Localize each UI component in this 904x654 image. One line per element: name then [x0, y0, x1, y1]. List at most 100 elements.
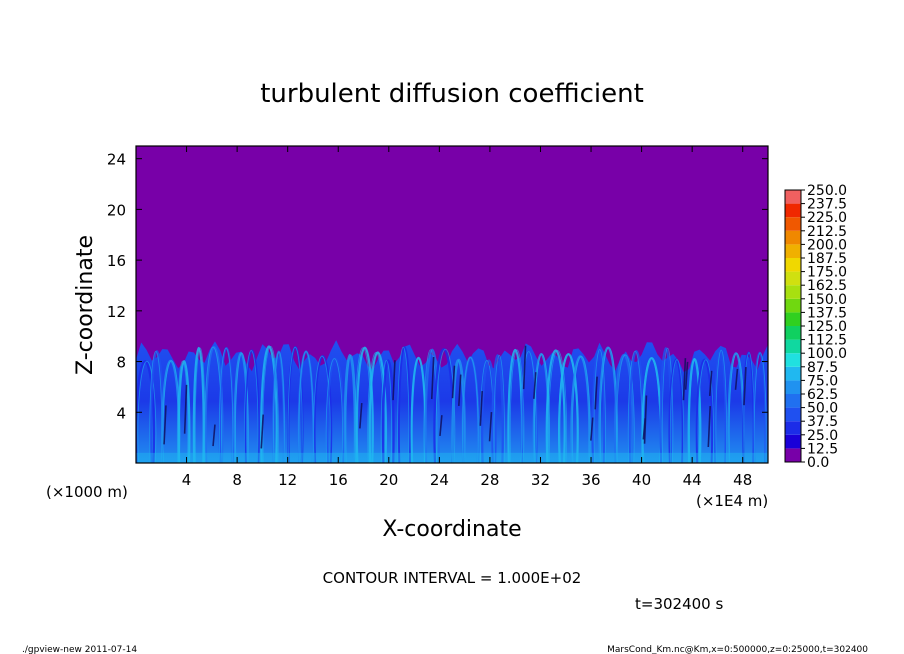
plume-highlight	[380, 359, 393, 463]
x-unit-label: (×1E4 m)	[696, 492, 768, 510]
plume-streak	[355, 346, 374, 463]
low-value-streak	[707, 406, 711, 448]
plume-streak	[192, 346, 205, 463]
y-axis: 4 8 12 16 20 24	[107, 151, 768, 422]
colorbar-label: 0.0	[807, 455, 829, 471]
plume-highlight	[423, 349, 438, 463]
low-value-streak	[642, 418, 647, 440]
plume-streak	[368, 351, 388, 463]
y-tick-label: 4	[116, 404, 126, 422]
x-tick-label: 16	[329, 471, 348, 489]
chart-title: turbulent diffusion coefficient	[260, 79, 644, 109]
plume-highlight	[298, 351, 314, 463]
plume-streak	[343, 353, 356, 463]
low-value-streak	[183, 384, 188, 434]
surface-band	[136, 452, 768, 463]
plume-highlight	[627, 350, 643, 463]
x-tick-label: 44	[683, 471, 702, 489]
colorbar-label: 87.5	[807, 360, 838, 376]
plume-highlight	[689, 358, 702, 463]
plume-streak	[713, 349, 727, 463]
colorbar-swatch	[785, 380, 801, 394]
plume-streak	[695, 358, 714, 463]
plume-highlight	[509, 349, 525, 463]
low-value-streak	[458, 374, 462, 406]
colorbar-label: 37.5	[807, 414, 838, 430]
colorbar-label: 75.0	[807, 373, 838, 389]
colorbar-label: 200.0	[807, 237, 847, 253]
plume-highlight	[616, 354, 635, 463]
plume-highlight	[397, 346, 410, 463]
y-axis-label: Z-coordinate	[73, 235, 98, 375]
colorbar-label: 187.5	[807, 251, 847, 267]
x-axis: 4 8 12 16 20 24 28 32 36 40 44 48	[182, 146, 752, 489]
x-tick-label: 24	[430, 471, 449, 489]
plume-highlight	[661, 347, 674, 463]
low-value-streak	[212, 424, 216, 447]
plume-streak	[687, 357, 702, 463]
plume-highlight	[313, 355, 331, 463]
plume-highlight	[235, 352, 249, 463]
plume-highlight	[558, 353, 578, 463]
time-text: t=302400 s	[635, 595, 723, 613]
colorbar-label: 162.5	[807, 278, 847, 294]
low-value-streak	[488, 412, 493, 442]
plume-highlight	[137, 360, 157, 463]
plume-highlight	[149, 350, 163, 463]
colorbar-swatch	[785, 326, 801, 340]
plume-streak	[491, 354, 504, 463]
plume-highlight	[593, 349, 606, 463]
plume-streak	[204, 345, 224, 463]
colorbar-swatch	[785, 217, 801, 231]
plume-streak	[381, 359, 395, 463]
colorbar-label: 150.0	[807, 292, 847, 308]
low-value-streak	[743, 367, 747, 406]
colorbar-label: 12.5	[807, 441, 838, 457]
plume-streak	[326, 357, 345, 463]
contour-interval-text: CONTOUR INTERVAL = 1.000E+02	[323, 569, 582, 587]
colorbar-swatch	[785, 448, 801, 462]
colorbar-swatch	[785, 353, 801, 367]
colorbar-swatch	[785, 258, 801, 272]
colorbar-label: 62.5	[807, 387, 838, 403]
turbulent-layer	[136, 340, 768, 463]
plume-highlight	[287, 346, 303, 463]
low-value-streak	[479, 391, 484, 426]
low-value-streak	[522, 345, 527, 390]
y-tick-label: 16	[107, 252, 126, 270]
x-tick-label: 36	[581, 471, 600, 489]
low-value-streak	[533, 372, 537, 399]
y-tick-label: 12	[107, 303, 126, 321]
x-tick-label: 40	[632, 471, 651, 489]
colorbar-swatch	[785, 230, 801, 245]
plume-streak	[397, 346, 412, 463]
plume-highlight	[244, 350, 259, 463]
low-value-streak	[430, 356, 435, 400]
x-tick-label: 8	[232, 471, 242, 489]
plume-highlight	[462, 357, 479, 463]
colorbar-label: 212.5	[807, 224, 847, 240]
plume-highlight	[669, 359, 684, 463]
low-value-streak	[684, 361, 689, 390]
low-value-streak	[594, 376, 598, 410]
plume-highlight	[715, 349, 727, 463]
colorbar-label: 25.0	[807, 428, 838, 444]
plume-highlight	[176, 360, 189, 463]
plot-area	[135, 145, 769, 464]
low-value-streak	[260, 414, 264, 449]
x-axis-label: X-coordinate	[382, 517, 521, 542]
colorbar-swatch	[785, 271, 801, 286]
low-value-streak	[439, 415, 443, 437]
plume-streak	[177, 359, 191, 463]
low-value-streak	[708, 370, 713, 396]
colorbar-swatch	[785, 298, 801, 313]
plume-streak	[452, 358, 466, 463]
colorbar-swatch	[785, 366, 801, 381]
y-unit-label: (×1000 m)	[46, 483, 128, 501]
plume-streak	[545, 349, 566, 463]
low-value-streak	[451, 365, 456, 399]
plume-streak	[481, 359, 497, 463]
plume-streak	[424, 348, 440, 463]
plume-highlight	[520, 351, 537, 463]
